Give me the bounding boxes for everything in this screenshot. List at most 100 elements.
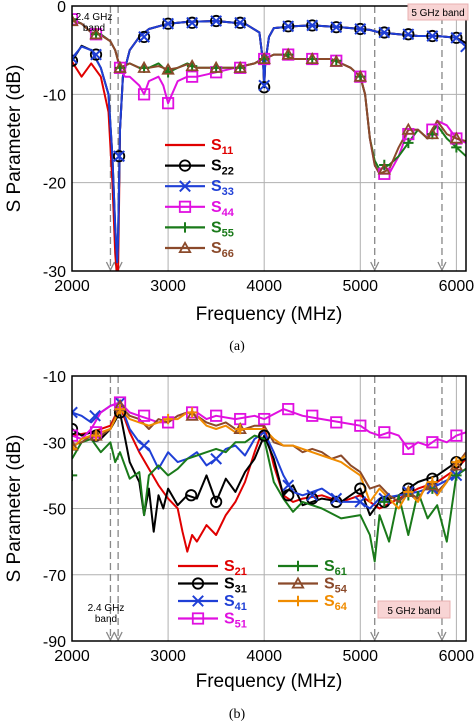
legend-label: S22 bbox=[211, 158, 234, 178]
data-point-s41 bbox=[330, 492, 343, 505]
data-point-s66 bbox=[113, 60, 127, 73]
band-edge-arrow bbox=[370, 631, 380, 642]
legend-entry-s51: S51 bbox=[178, 611, 247, 631]
data-point-s33 bbox=[354, 23, 367, 35]
data-point-s33 bbox=[378, 26, 391, 39]
legend-label-sub: 61 bbox=[335, 566, 347, 578]
data-point-s22 bbox=[137, 30, 151, 44]
data-point-s66 bbox=[233, 60, 247, 73]
legend-entry-s22: S22 bbox=[165, 158, 234, 178]
data-point-s22 bbox=[210, 14, 223, 28]
data-point-s22 bbox=[450, 31, 463, 44]
legend-entry-s41: S41 bbox=[178, 593, 247, 613]
series-line-s41 bbox=[72, 401, 466, 510]
data-point-s22 bbox=[234, 16, 247, 29]
band-edge-arrow bbox=[105, 631, 116, 642]
x-tick-label: 4000 bbox=[246, 278, 282, 295]
data-point-s33 bbox=[186, 16, 199, 29]
plot-frame bbox=[71, 375, 467, 642]
legend-marker bbox=[178, 240, 192, 254]
data-point-s66 bbox=[305, 51, 319, 65]
plot-area bbox=[72, 13, 466, 271]
x-tick-label: 6000 bbox=[439, 278, 474, 295]
data-point-s33 bbox=[460, 40, 466, 53]
x-tick-label: 5000 bbox=[342, 648, 378, 665]
series-line-s61 bbox=[72, 434, 466, 563]
legend-marker bbox=[292, 560, 304, 572]
data-point-s51 bbox=[426, 436, 439, 449]
data-point-s44 bbox=[161, 97, 175, 110]
data-point-s64 bbox=[114, 403, 126, 415]
y-tick-label: -10 bbox=[43, 369, 66, 386]
data-point-s41 bbox=[72, 406, 78, 419]
data-point-s54 bbox=[425, 478, 440, 491]
x-tick-label: 3000 bbox=[150, 278, 186, 295]
data-point-s41 bbox=[89, 409, 101, 422]
data-point-s31 bbox=[354, 482, 367, 495]
data-point-s33 bbox=[162, 17, 175, 30]
legend-marker bbox=[292, 595, 304, 607]
band-label-2p4ghz: 2.4 GHz bbox=[88, 603, 125, 614]
data-point-s66 bbox=[89, 27, 103, 40]
legend-entry-s55: S55 bbox=[165, 219, 234, 239]
series-line-s33 bbox=[72, 20, 466, 264]
band-label-5ghz: 5 GHz band bbox=[411, 8, 464, 19]
data-point-s64 bbox=[451, 456, 462, 468]
data-point-s66 bbox=[449, 131, 464, 144]
legend-label-sub: 54 bbox=[335, 584, 348, 596]
data-point-s51 bbox=[330, 416, 343, 429]
legend-label-sub: 22 bbox=[222, 166, 234, 178]
x-axis-label: Frequency (MHz) bbox=[196, 671, 343, 692]
data-point-s41 bbox=[282, 479, 295, 492]
data-point-s44 bbox=[186, 70, 199, 83]
legend-label: S11 bbox=[211, 137, 233, 157]
data-point-s22 bbox=[161, 17, 175, 30]
panel-caption: (a) bbox=[229, 339, 245, 354]
data-point-s64 bbox=[162, 413, 174, 425]
data-point-s66 bbox=[137, 60, 151, 73]
data-point-s22 bbox=[186, 16, 199, 29]
x-tick-label: 2000 bbox=[54, 278, 90, 295]
legend-marker bbox=[191, 577, 205, 590]
y-axis-label: S Parameter (dB) bbox=[4, 435, 25, 583]
data-point-s64 bbox=[186, 407, 198, 418]
data-point-s66 bbox=[425, 127, 440, 140]
data-point-s22 bbox=[89, 48, 103, 61]
data-point-s66 bbox=[281, 47, 295, 60]
band-label-2p4ghz: band bbox=[83, 23, 105, 34]
y-tick-label: -20 bbox=[43, 176, 66, 193]
data-point-s41 bbox=[354, 495, 367, 508]
data-point-s33 bbox=[330, 21, 343, 34]
data-point-s33 bbox=[426, 30, 439, 42]
y-axis-label: S Parameter (dB) bbox=[4, 65, 25, 213]
x-axis-label: Frequency (MHz) bbox=[196, 304, 343, 325]
x-tick-label: 6000 bbox=[439, 648, 474, 665]
legend-label: S51 bbox=[224, 611, 247, 631]
panel-caption: (b) bbox=[229, 707, 246, 722]
legend-label: S55 bbox=[211, 219, 234, 239]
data-point-s22 bbox=[378, 26, 391, 39]
data-point-s54 bbox=[449, 458, 464, 471]
legend-marker bbox=[178, 200, 192, 213]
x-tick-label: 2000 bbox=[54, 648, 90, 665]
legend-entry-s64: S64 bbox=[278, 593, 348, 613]
data-point-s22 bbox=[402, 28, 415, 41]
legend-label-sub: 51 bbox=[235, 619, 247, 631]
data-point-s64 bbox=[403, 486, 414, 498]
data-point-s33 bbox=[306, 19, 319, 32]
legend-marker bbox=[192, 595, 204, 607]
data-point-s41 bbox=[210, 452, 223, 465]
data-point-s61 bbox=[72, 470, 78, 481]
data-point-s66 bbox=[377, 162, 392, 175]
band-edge-arrow bbox=[113, 631, 123, 642]
band-edge-arrow bbox=[437, 261, 447, 272]
data-point-s31 bbox=[330, 495, 343, 508]
legend-label-sub: 64 bbox=[335, 601, 348, 613]
data-point-s51 bbox=[306, 409, 319, 422]
legend-entry-s31: S31 bbox=[178, 576, 247, 596]
y-tick-label: -50 bbox=[43, 502, 66, 519]
series-line-s31 bbox=[72, 411, 466, 533]
data-point-s31 bbox=[258, 429, 271, 442]
band-label-box bbox=[377, 600, 451, 619]
